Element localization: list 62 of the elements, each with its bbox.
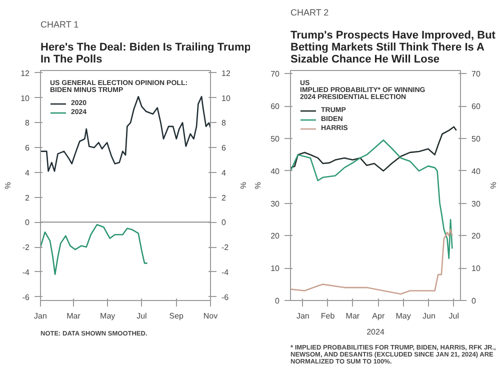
y-tick-label: 0 xyxy=(275,296,280,306)
x-tick-label: Nov xyxy=(203,312,218,320)
y2-tick-label: 8 xyxy=(222,118,226,128)
chart-subtitle: CHART 1 xyxy=(40,20,79,30)
y2-tick-label: 70 xyxy=(472,70,481,79)
y2-tick-label: -2 xyxy=(222,243,230,252)
y2-tick-label: -6 xyxy=(222,292,230,302)
x-tick-label: Mar xyxy=(346,312,360,320)
x-tick-label: Jul xyxy=(136,312,148,320)
y-tick-label: 10 xyxy=(270,264,280,274)
y2-tick-label: 10 xyxy=(222,94,231,103)
x-tick-label: Jul xyxy=(448,312,460,320)
y2-tick-label: 50 xyxy=(472,134,481,144)
line-series xyxy=(290,140,453,260)
y2-tick-label: 30 xyxy=(472,199,481,208)
y-tick-label: 8 xyxy=(25,118,30,128)
y-tick-label: 12 xyxy=(20,68,30,78)
x-tick-label: Jan xyxy=(296,312,310,320)
y-tick-label: 4 xyxy=(25,168,30,178)
x-axis-title: 2024 xyxy=(366,328,385,336)
y2-tick-label: 12 xyxy=(222,68,231,78)
x-tick-label: May xyxy=(396,312,411,320)
y-tick-label: 50 xyxy=(270,134,280,144)
y2-tick-label: 10 xyxy=(472,264,481,274)
x-tick-label: Apr xyxy=(372,312,385,320)
line-series xyxy=(290,228,453,295)
line-series xyxy=(290,126,458,172)
y2-tick-label: 60 xyxy=(472,102,481,112)
y2-axis-title: % xyxy=(238,182,248,190)
y-axis-title: % xyxy=(254,182,263,190)
y-tick-label: 10 xyxy=(20,94,30,103)
y2-tick-label: 6 xyxy=(222,144,226,153)
y-axis-title: % xyxy=(4,182,13,190)
y2-tick-label: 20 xyxy=(472,232,481,241)
y-tick-label: 0 xyxy=(25,218,30,228)
y2-tick-label: 4 xyxy=(222,168,226,178)
line-series xyxy=(40,224,148,276)
y-tick-label: -4 xyxy=(22,268,30,277)
y-tick-label: 30 xyxy=(270,199,280,208)
x-tick-label: Feb xyxy=(320,312,336,320)
y2-tick-label: 0 xyxy=(472,296,476,306)
y2-tick-label: -4 xyxy=(222,268,230,277)
x-tick-label: May xyxy=(100,312,116,320)
y2-tick-label: 0 xyxy=(222,218,226,228)
y-tick-label: 2 xyxy=(25,193,30,202)
y-tick-label: 60 xyxy=(270,102,280,112)
y-tick-label: -2 xyxy=(22,243,30,252)
chart-title: Trump's Prospects Have Improved, But Betting Markets Still Think There Is A Sizable Chance He Will Lose xyxy=(290,30,496,66)
y-tick-label: 40 xyxy=(270,166,280,176)
y-tick-label: -6 xyxy=(22,292,30,302)
y-tick-label: 20 xyxy=(270,232,280,241)
y2-tick-label: 2 xyxy=(222,193,226,202)
x-tick-label: Jan xyxy=(34,312,47,320)
y2-axis-title: % xyxy=(488,182,498,190)
line-series xyxy=(40,96,210,172)
x-tick-label: Sep xyxy=(169,312,184,320)
x-tick-label: Jun xyxy=(422,312,436,320)
x-tick-label: Mar xyxy=(66,312,81,320)
y2-tick-label: 40 xyxy=(472,166,481,176)
chart-subtitle: CHART 2 xyxy=(290,8,329,18)
y-tick-label: 70 xyxy=(270,70,280,79)
y-tick-label: 6 xyxy=(25,144,30,153)
